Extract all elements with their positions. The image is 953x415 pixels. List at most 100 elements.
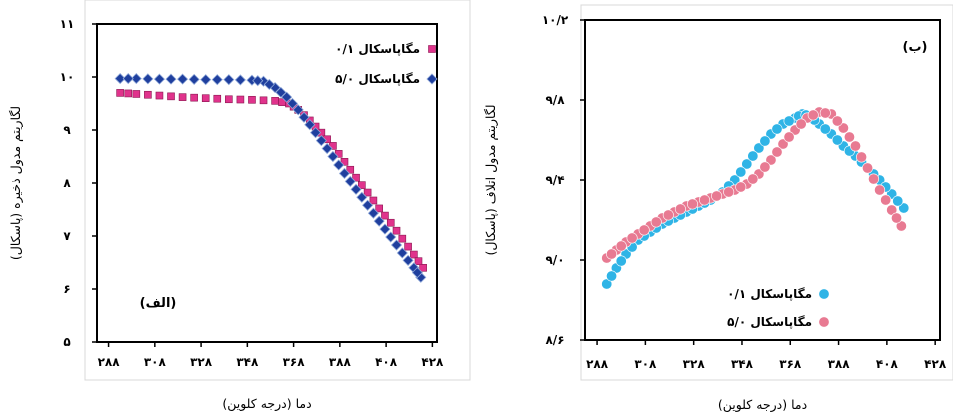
data-point (225, 95, 233, 104)
data-point (674, 203, 686, 215)
data-point (367, 207, 379, 219)
legend-marker (428, 45, 436, 53)
data-point (223, 74, 235, 86)
data-point (638, 224, 650, 236)
data-point (411, 267, 423, 279)
x-tick-label: ۳۲۸ (683, 357, 706, 371)
data-point (862, 162, 874, 174)
data-point (275, 86, 287, 98)
data-point (248, 95, 256, 104)
y-tick-label: ۱۰ (60, 70, 75, 84)
data-point (398, 234, 407, 243)
data-point (856, 151, 868, 163)
x-tick-label: ۳۰۸ (634, 357, 657, 371)
x-tick-label: ۳۰۸ (144, 355, 167, 369)
x-tick-label: ۴۲۸ (924, 357, 947, 371)
data-point (363, 188, 372, 197)
data-point (747, 150, 759, 162)
data-point (783, 131, 795, 143)
data-point (236, 95, 245, 104)
data-point (165, 73, 177, 85)
x-tick-label: ۴۰۸ (375, 355, 398, 369)
data-point (356, 191, 368, 203)
data-point (843, 131, 855, 143)
data-point (765, 154, 777, 166)
y-tick-label: ۱۰/۲ (542, 13, 569, 27)
y-tick-label: ۱۱ (60, 17, 75, 31)
data-point (419, 263, 427, 272)
data-point (650, 216, 662, 228)
data-point (263, 78, 275, 90)
x-tick-label: ۳۶۸ (779, 357, 802, 371)
data-point (390, 239, 403, 251)
data-point (369, 196, 378, 205)
data-point (292, 104, 304, 116)
data-point (155, 91, 164, 100)
data-point (358, 181, 366, 189)
chart-panel-left: ۵ ۶ ۷ ۸ ۹ ۱۰ ۱۱ ۲۸۸ ۳۰۸ ۳۲۸ ۳۴۸ ۳۶۸ ۳۸۸ ۴۰۸ ۴۲۸ دما (در… (0, 0, 471, 415)
legend-marker (818, 316, 830, 328)
data-point (213, 94, 222, 103)
data-point (252, 75, 264, 87)
data-point (402, 254, 414, 266)
data-point (711, 190, 723, 202)
x-tick-label: ۳۸۸ (828, 357, 851, 371)
data-point (837, 122, 849, 134)
data-point (200, 74, 212, 86)
data-point (795, 118, 807, 130)
data-point (898, 202, 910, 214)
data-point (880, 194, 892, 206)
data-point (346, 165, 355, 174)
y-tick-label: ۸ (63, 176, 71, 190)
chart-left: ۵ ۶ ۷ ۸ ۹ ۱۰ ۱۱ ۲۸۸ ۳۰۸ ۳۲۸ ۳۴۸ ۳۶۸ ۳۸۸ ۴۰۸ ۴۲۸ دما (در… (8, 0, 471, 412)
data-point (392, 226, 401, 235)
data-point (777, 138, 789, 150)
data-point (414, 257, 423, 265)
chart-frame (84, 0, 471, 381)
data-point (373, 215, 385, 227)
x-tick-label: ۳۶۸ (283, 355, 306, 369)
data-point (759, 135, 771, 147)
data-point (132, 90, 141, 98)
data-point (868, 173, 880, 185)
data-point (381, 211, 389, 220)
data-point (379, 223, 391, 235)
data-point (344, 175, 356, 187)
data-point (259, 96, 268, 105)
data-point (723, 186, 735, 198)
y-tick-label: ۹/۰ (545, 253, 564, 267)
data-point (771, 146, 783, 158)
data-point (144, 90, 152, 99)
data-point (396, 247, 408, 259)
data-point (783, 115, 795, 127)
data-point (874, 184, 886, 196)
data-point (735, 166, 747, 178)
data-point (315, 135, 327, 147)
data-point (278, 98, 286, 106)
data-point (153, 73, 166, 85)
chart-panel-right: ۸/۶ ۹/۰ ۹/۴ ۹/۸ ۱۰/۲ ۲۸۸ ۳۰۸ ۳۲۸ ۳۴۸ ۳۶۸ ۳۸۸ ۴۰۸ ۴۲۸… (477, 0, 953, 415)
y-tick-label: ۸/۶ (545, 333, 564, 347)
data-point (188, 73, 200, 85)
data-point (142, 73, 154, 85)
data-point (190, 93, 198, 102)
data-point (615, 240, 627, 252)
data-point (286, 97, 299, 110)
data-point (686, 198, 698, 210)
data-point (304, 119, 316, 131)
legend-label: ۵/۰ مگاپاسکال (335, 72, 420, 86)
y-tick-label: ۷ (63, 229, 71, 243)
panel-label: (الف) (140, 296, 177, 311)
data-point (410, 250, 418, 259)
x-tick-label: ۴۰۸ (876, 357, 899, 371)
data-point (178, 93, 187, 101)
panel-label: (ب) (903, 40, 928, 55)
legend-label: ۰/۱ مگاپاسکال (727, 287, 812, 301)
data-point (271, 97, 279, 105)
data-point (759, 161, 771, 173)
data-point (626, 232, 638, 244)
data-point (321, 142, 333, 155)
legend-marker (426, 73, 438, 85)
data-point (807, 109, 819, 121)
y-axis-title: لگاریتم مدول اتلاف (پاسکال) (483, 104, 499, 255)
